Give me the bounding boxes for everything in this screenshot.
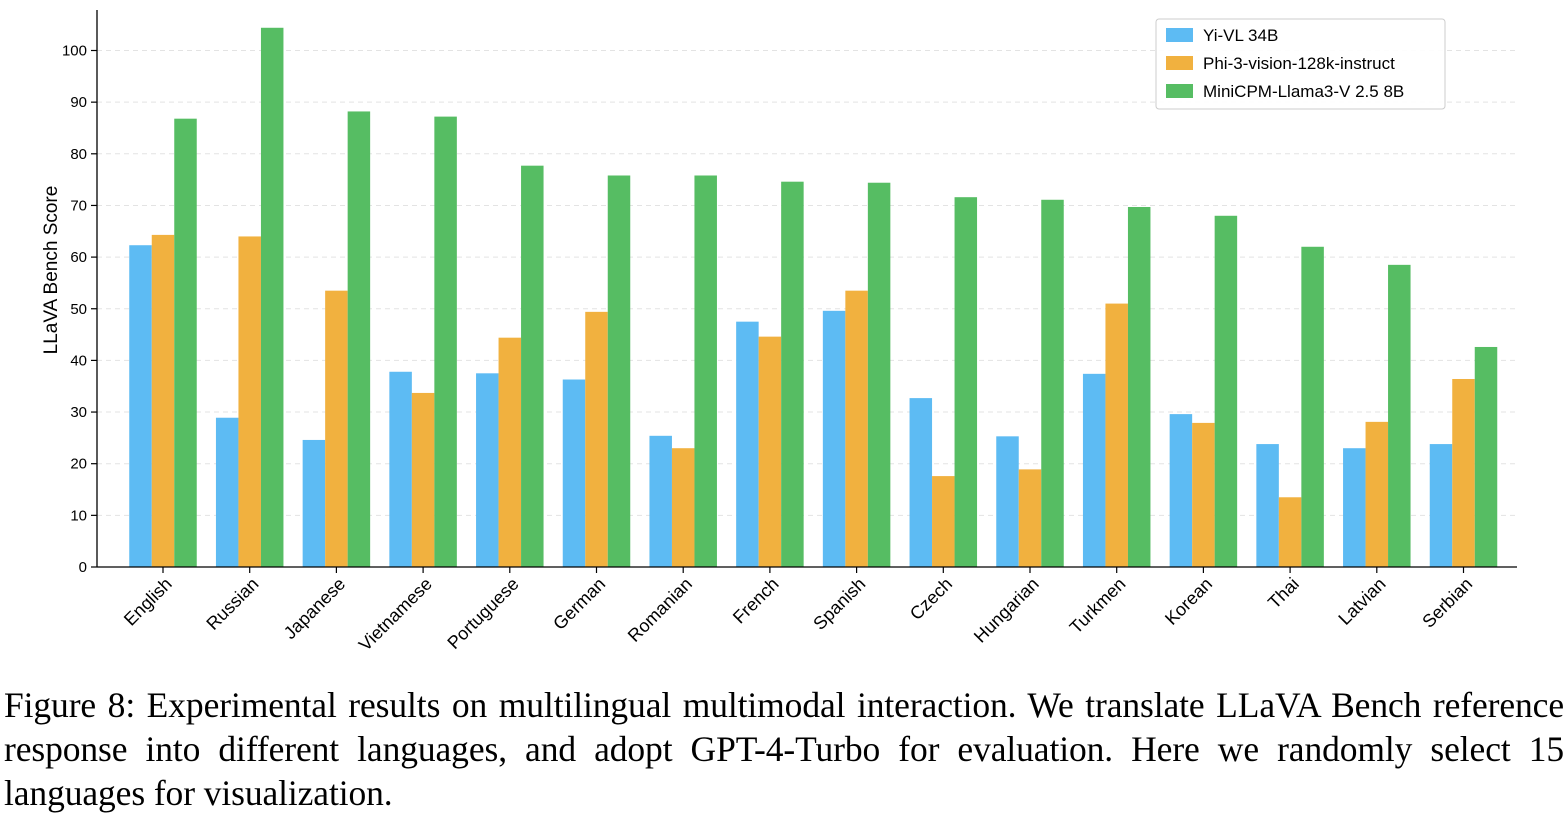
bar <box>736 321 759 567</box>
x-tick-label: Romanian <box>624 574 696 646</box>
x-tick-label: Turkmen <box>1066 574 1130 638</box>
bar <box>954 197 978 567</box>
x-tick-label: Hungarian <box>970 574 1043 647</box>
bar <box>238 236 261 567</box>
bar <box>1343 448 1366 567</box>
legend-label: Phi-3-vision-128k-instruct <box>1203 54 1395 73</box>
bar <box>174 118 197 567</box>
y-tick-label: 90 <box>70 94 87 111</box>
bars <box>129 27 1498 568</box>
y-tick-label: 80 <box>70 146 87 163</box>
x-tick-label: Latvian <box>1334 574 1389 629</box>
bar <box>129 245 152 567</box>
x-tick-label: Russian <box>202 574 262 634</box>
bar <box>1388 264 1411 567</box>
bar <box>562 379 586 567</box>
x-tick-label: Thai <box>1264 574 1303 613</box>
bar <box>758 336 782 567</box>
y-tick-label: 70 <box>70 197 87 214</box>
bar <box>260 27 284 568</box>
bar <box>1082 373 1106 567</box>
bar <box>302 439 326 567</box>
y-tick-label: 60 <box>70 249 87 266</box>
bar <box>585 311 608 567</box>
y-tick-label: 20 <box>70 456 87 473</box>
y-tick-label: 40 <box>70 352 87 369</box>
bar <box>521 165 544 567</box>
legend-box <box>1155 18 1446 110</box>
y-tick-label: 10 <box>70 507 87 524</box>
bar <box>822 310 846 567</box>
bar <box>671 448 695 567</box>
bar <box>1256 444 1279 567</box>
bar <box>1018 469 1042 567</box>
bar <box>215 417 239 567</box>
bar <box>694 175 717 568</box>
bar <box>325 290 348 567</box>
bar <box>1278 497 1302 567</box>
legend-swatch <box>1166 84 1193 98</box>
bar <box>867 182 891 567</box>
bar <box>607 175 631 568</box>
bar <box>1169 414 1193 567</box>
bar <box>476 373 499 567</box>
x-tick-label: English <box>120 574 176 630</box>
x-tick-label: Vietnamese <box>355 574 436 655</box>
bar <box>434 116 457 567</box>
bar <box>1365 421 1389 567</box>
legend-label: MiniCPM-Llama3-V 2.5 8B <box>1203 82 1404 101</box>
bar <box>1127 206 1151 567</box>
bar <box>909 398 933 567</box>
x-tick-label: Czech <box>906 574 956 624</box>
bar <box>1452 378 1475 567</box>
bar <box>1041 199 1064 567</box>
y-tick-label: 50 <box>70 301 87 318</box>
bar <box>1429 444 1453 567</box>
legend-swatch <box>1166 56 1193 70</box>
y-axis-label: LLaVA Bench Score <box>41 186 62 355</box>
chart-canvas: 0 10 20 30 40 50 60 70 80 90 100 English Russian Japa… <box>41 10 1517 655</box>
legend-swatch <box>1166 28 1193 42</box>
bar <box>1474 346 1498 567</box>
bar <box>781 181 804 568</box>
x-tick-label: Spanish <box>809 574 869 634</box>
bar <box>1214 215 1238 567</box>
legend: Yi-VL 34B Phi-3-vision-128k-instruct MiniC… <box>1155 18 1446 110</box>
bar <box>1105 303 1128 567</box>
x-tick-label: Serbian <box>1418 574 1476 632</box>
x-tick-label: Japanese <box>280 574 349 643</box>
x-tick-label: German <box>549 574 609 634</box>
bar-chart: 0 10 20 30 40 50 60 70 80 90 100 English Russian Japa… <box>41 10 1517 655</box>
bar <box>845 290 868 567</box>
bar <box>996 436 1019 567</box>
bar <box>649 435 672 567</box>
x-tick-label: Portuguese <box>443 574 522 653</box>
bar <box>151 234 175 567</box>
x-tick-label: Korean <box>1161 574 1216 629</box>
bar <box>1301 246 1324 567</box>
bar <box>1192 422 1215 567</box>
bar <box>932 476 955 567</box>
x-tick-label: French <box>729 574 783 628</box>
bar <box>347 111 371 568</box>
figure-caption: Figure 8: Experimental results on multil… <box>4 685 1564 813</box>
legend-label: Yi-VL 34B <box>1203 26 1278 45</box>
bar <box>498 337 522 567</box>
bar <box>411 392 435 567</box>
y-tick-label: 0 <box>79 559 87 576</box>
y-tick-label: 30 <box>70 404 87 421</box>
y-tick-label: 100 <box>62 43 87 60</box>
bar <box>389 371 412 567</box>
